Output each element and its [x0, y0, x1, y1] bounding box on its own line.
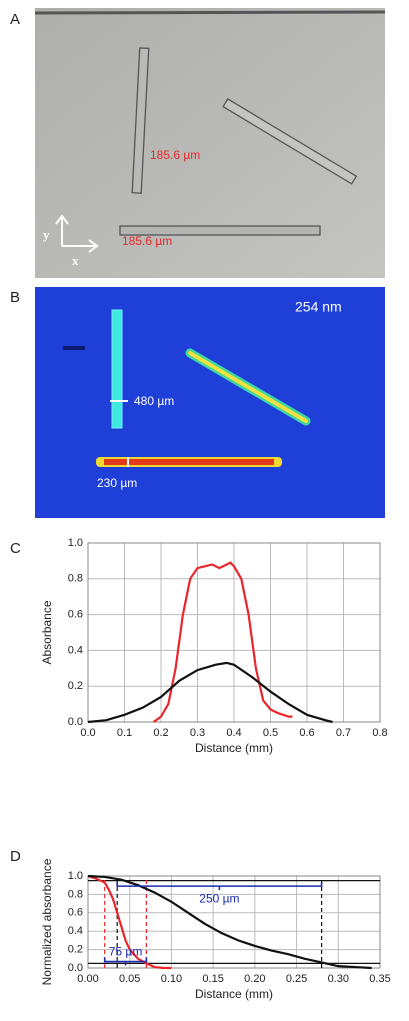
y-axis-title: Absorbance	[40, 600, 54, 664]
y-tick-label: 0.0	[68, 962, 83, 974]
dimension-label: 75 µm	[109, 945, 143, 959]
x-tick-label: 0.3	[190, 727, 205, 739]
dimension-label: 250 µm	[199, 891, 239, 905]
y-tick-label: 0.8	[68, 888, 83, 900]
y-tick-label: 0.0	[68, 716, 83, 728]
image-b	[35, 287, 385, 518]
x-tick-label: 0.6	[299, 727, 314, 739]
annotation: 185.6 µm	[150, 148, 200, 162]
y-tick-label: 1.0	[68, 537, 83, 549]
x-tick-label: 0.10	[161, 973, 182, 985]
x-tick-label: 0.2	[153, 727, 168, 739]
axes-frame	[87, 542, 381, 723]
x-tick-label: 0.7	[336, 727, 351, 739]
x-tick-label: 0.4	[226, 727, 241, 739]
annotation: 254 nm	[295, 299, 342, 315]
series-line	[87, 874, 172, 970]
series-line	[153, 561, 293, 723]
y-tick-label: 0.6	[68, 907, 83, 919]
panel-label: C	[10, 540, 21, 557]
axes-frame	[87, 875, 381, 969]
x-tick-label: 0.0	[80, 727, 95, 739]
y-tick-label: 0.8	[68, 573, 83, 585]
x-tick-label: 0.15	[202, 973, 223, 985]
x-tick-label: 0.30	[328, 973, 349, 985]
panel-label: D	[10, 848, 21, 865]
x-tick-label: 0.00	[77, 973, 98, 985]
photo-a	[34, 8, 386, 278]
x-tick-label: 0.25	[286, 973, 307, 985]
x-tick-label: 0.20	[244, 973, 265, 985]
annotation: 480 µm	[134, 394, 174, 408]
axis-label: x	[72, 253, 79, 268]
series-line	[87, 874, 372, 970]
x-tick-label: 0.35	[369, 973, 390, 985]
x-tick-label: 0.1	[117, 727, 132, 739]
x-axis-title: Distance (mm)	[195, 741, 273, 755]
x-axis-title: Distance (mm)	[195, 987, 273, 1001]
x-tick-label: 0.05	[119, 973, 140, 985]
series-line	[87, 661, 333, 724]
y-tick-label: 0.2	[68, 680, 83, 692]
panel-label: B	[10, 289, 20, 306]
x-tick-label: 0.8	[372, 727, 387, 739]
y-tick-label: 0.6	[68, 609, 83, 621]
annotation: 230 µm	[97, 476, 137, 490]
y-tick-label: 0.4	[68, 644, 83, 656]
y-tick-label: 0.2	[68, 944, 83, 956]
panel-label: A	[10, 11, 20, 28]
x-tick-label: 0.5	[263, 727, 278, 739]
y-tick-label: 0.4	[68, 925, 83, 937]
y-axis-title: Normalized absorbance	[40, 858, 54, 985]
annotation: 185.6 µm	[122, 234, 172, 248]
axis-label: y	[43, 227, 50, 242]
y-tick-label: 1.0	[68, 870, 83, 882]
dimension-bracket	[116, 882, 323, 891]
dimension-bracket	[103, 957, 148, 966]
plot-area	[88, 876, 380, 968]
